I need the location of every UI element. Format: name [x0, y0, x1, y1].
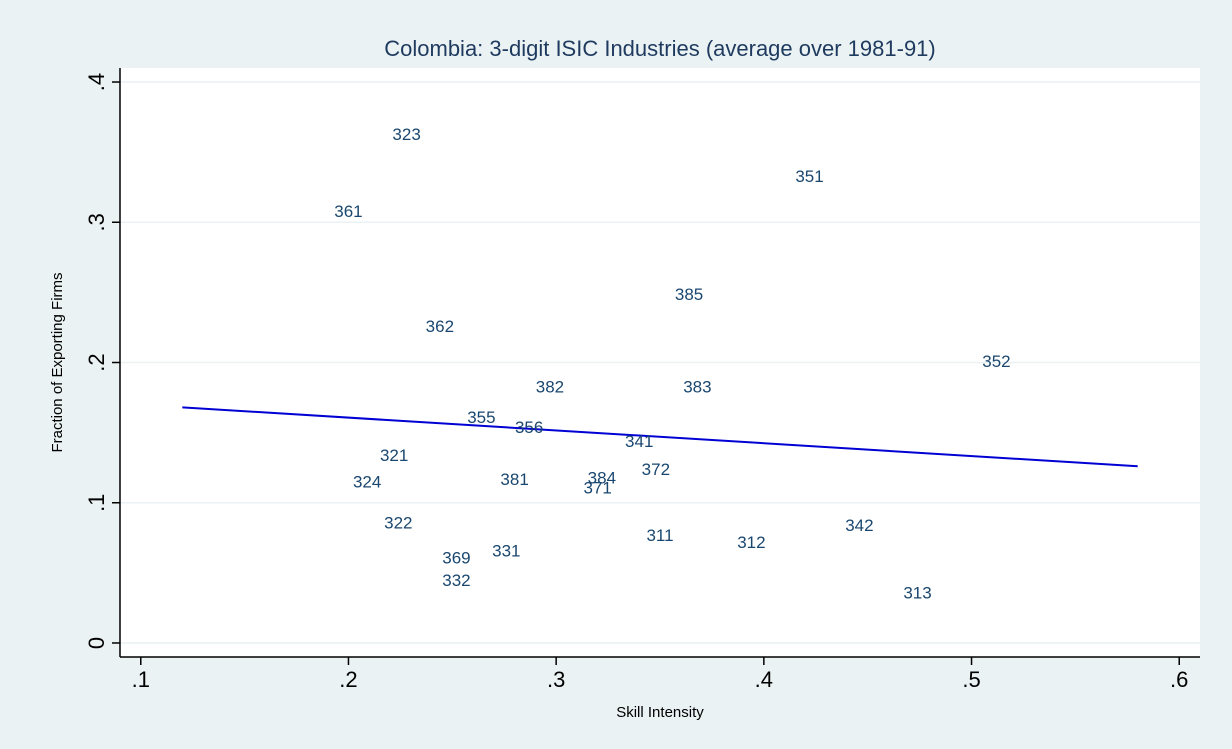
y-axis-title: Fraction of Exporting Firms [49, 272, 66, 452]
point-label-323: 323 [392, 125, 420, 144]
chart-title: Colombia: 3-digit ISIC Industries (avera… [384, 36, 936, 61]
fit-line-layer [182, 406, 1138, 468]
point-label-385: 385 [675, 285, 703, 304]
point-label-384: 384 [588, 468, 616, 487]
point-label-324: 324 [353, 473, 381, 492]
point-label-361: 361 [334, 202, 362, 221]
y-tick-label: .2 [84, 353, 109, 371]
point-label-311: 311 [646, 526, 673, 545]
point-label-382: 382 [536, 377, 564, 396]
x-tick-label: .4 [755, 667, 773, 692]
point-label-321: 321 [380, 446, 408, 465]
x-tick-label: .3 [547, 667, 565, 692]
point-label-312: 312 [737, 533, 765, 552]
axes: .1 .2 .3 .4 .5 .6 0 .1 .2 .3 .4 [84, 68, 1200, 692]
y-tick-label: 0 [84, 637, 109, 649]
point-label-383: 383 [683, 377, 711, 396]
point-label-362: 362 [426, 317, 454, 336]
y-tick-label: .3 [84, 213, 109, 231]
point-labels: 323 351 361 385 362 352 382 383 355 356 341 321 372 3… [334, 125, 1010, 603]
x-tick-label: .2 [339, 667, 357, 692]
point-label-351: 351 [795, 167, 823, 186]
point-label-372: 372 [642, 460, 670, 479]
x-axis-title: Skill Intensity [616, 704, 704, 721]
point-label-371: 371 [584, 478, 612, 497]
fitted-line [182, 406, 1138, 468]
point-label-332: 332 [442, 571, 470, 590]
point-label-355: 355 [467, 408, 495, 427]
point-label-322: 322 [384, 513, 412, 532]
y-tick-label: .1 [84, 494, 109, 512]
point-label-313: 313 [903, 583, 931, 602]
gridlines [120, 81, 1200, 644]
point-label-352: 352 [982, 352, 1010, 371]
point-label-331: 331 [492, 541, 520, 560]
point-label-341: 341 [625, 432, 653, 451]
point-label-342: 342 [845, 516, 873, 535]
x-tick-label: .5 [962, 667, 980, 692]
y-tick-label: .4 [84, 73, 109, 91]
x-tick-label: .1 [132, 667, 150, 692]
point-label-381: 381 [500, 470, 528, 489]
point-label-369: 369 [442, 548, 470, 567]
x-tick-label: .6 [1170, 667, 1188, 692]
point-label-356: 356 [515, 418, 543, 437]
